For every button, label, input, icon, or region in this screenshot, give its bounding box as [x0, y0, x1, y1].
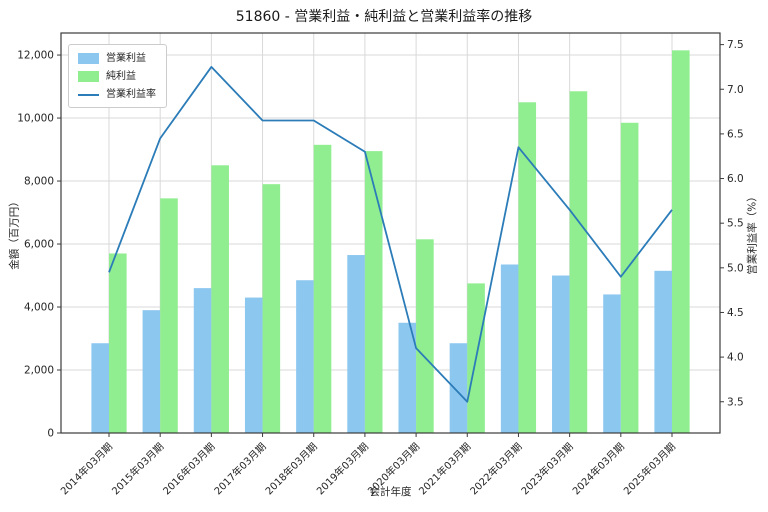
- bar-営業利益: [142, 310, 161, 433]
- bar-営業利益: [296, 280, 314, 433]
- y-tick-label-left: 0: [47, 428, 54, 440]
- bar-営業利益: [603, 294, 621, 433]
- bar-営業利益: [347, 255, 365, 433]
- bar-純利益: [364, 151, 383, 433]
- bar-営業利益: [398, 322, 417, 433]
- rate-line: [108, 66, 673, 403]
- legend-item-net-profit: 純利益: [78, 70, 156, 83]
- y-tick-label-right: 7.0: [727, 84, 744, 96]
- bar-純利益: [620, 122, 639, 433]
- bar-営業利益: [449, 343, 468, 433]
- bar-営業利益: [193, 288, 212, 433]
- bar-営業利益: [552, 275, 570, 433]
- plot-border: [60, 32, 721, 434]
- bar-純利益: [569, 91, 588, 434]
- y-tick-label-right: 5.5: [727, 218, 744, 230]
- bar-純利益: [672, 50, 690, 433]
- operating-margin-line-swatch-icon: [78, 93, 99, 96]
- bar-営業利益: [244, 297, 263, 433]
- bar-純利益: [416, 239, 434, 433]
- bar-純利益: [262, 184, 281, 433]
- y-axis-label-right: 営業利益率（%）: [746, 191, 759, 275]
- y-tick-label-left: 6,000: [24, 239, 54, 251]
- bar-営業利益: [654, 270, 672, 433]
- y-tick-label-right: 6.0: [727, 173, 744, 185]
- y-tick-label-right: 5.0: [727, 262, 744, 274]
- y-tick-label-left: 8,000: [24, 176, 54, 188]
- chart-title: 51860 - 営業利益・純利益と営業利益率の推移: [235, 9, 533, 25]
- y-tick-label-left: 10,000: [17, 113, 54, 125]
- legend-item-operating-margin: 営業利益率: [78, 88, 156, 101]
- legend: 営業利益 純利益 営業利益率: [68, 44, 167, 108]
- legend-label: 純利益: [106, 71, 136, 82]
- y-tick-label-left: 4,000: [24, 302, 54, 314]
- legend-label: 営業利益率: [106, 89, 156, 100]
- x-axis-label: 会計年度: [369, 486, 412, 498]
- y-tick-label-right: 4.5: [727, 307, 744, 319]
- bar-純利益: [109, 253, 127, 433]
- y-tick-label-right: 6.5: [727, 128, 744, 140]
- bar-純利益: [313, 144, 332, 433]
- bar-純利益: [518, 102, 537, 434]
- bar-営業利益: [91, 343, 109, 433]
- bar-純利益: [160, 198, 178, 433]
- bar-営業利益: [500, 264, 519, 433]
- y-tick-label-right: 7.5: [727, 39, 744, 51]
- legend-label: 営業利益: [106, 53, 146, 64]
- y-tick-label-right: 4.0: [727, 352, 744, 364]
- legend-item-operating-profit: 営業利益: [78, 52, 156, 65]
- y-tick-label-right: 3.5: [727, 396, 744, 408]
- bar-純利益: [211, 165, 229, 434]
- y-tick-label-left: 2,000: [24, 365, 54, 377]
- net-profit-swatch-icon: [78, 71, 99, 82]
- y-tick-label-left: 12,000: [17, 50, 54, 62]
- y-axis-label-left: 金額（百万円）: [8, 196, 21, 270]
- operating-profit-swatch-icon: [78, 53, 99, 64]
